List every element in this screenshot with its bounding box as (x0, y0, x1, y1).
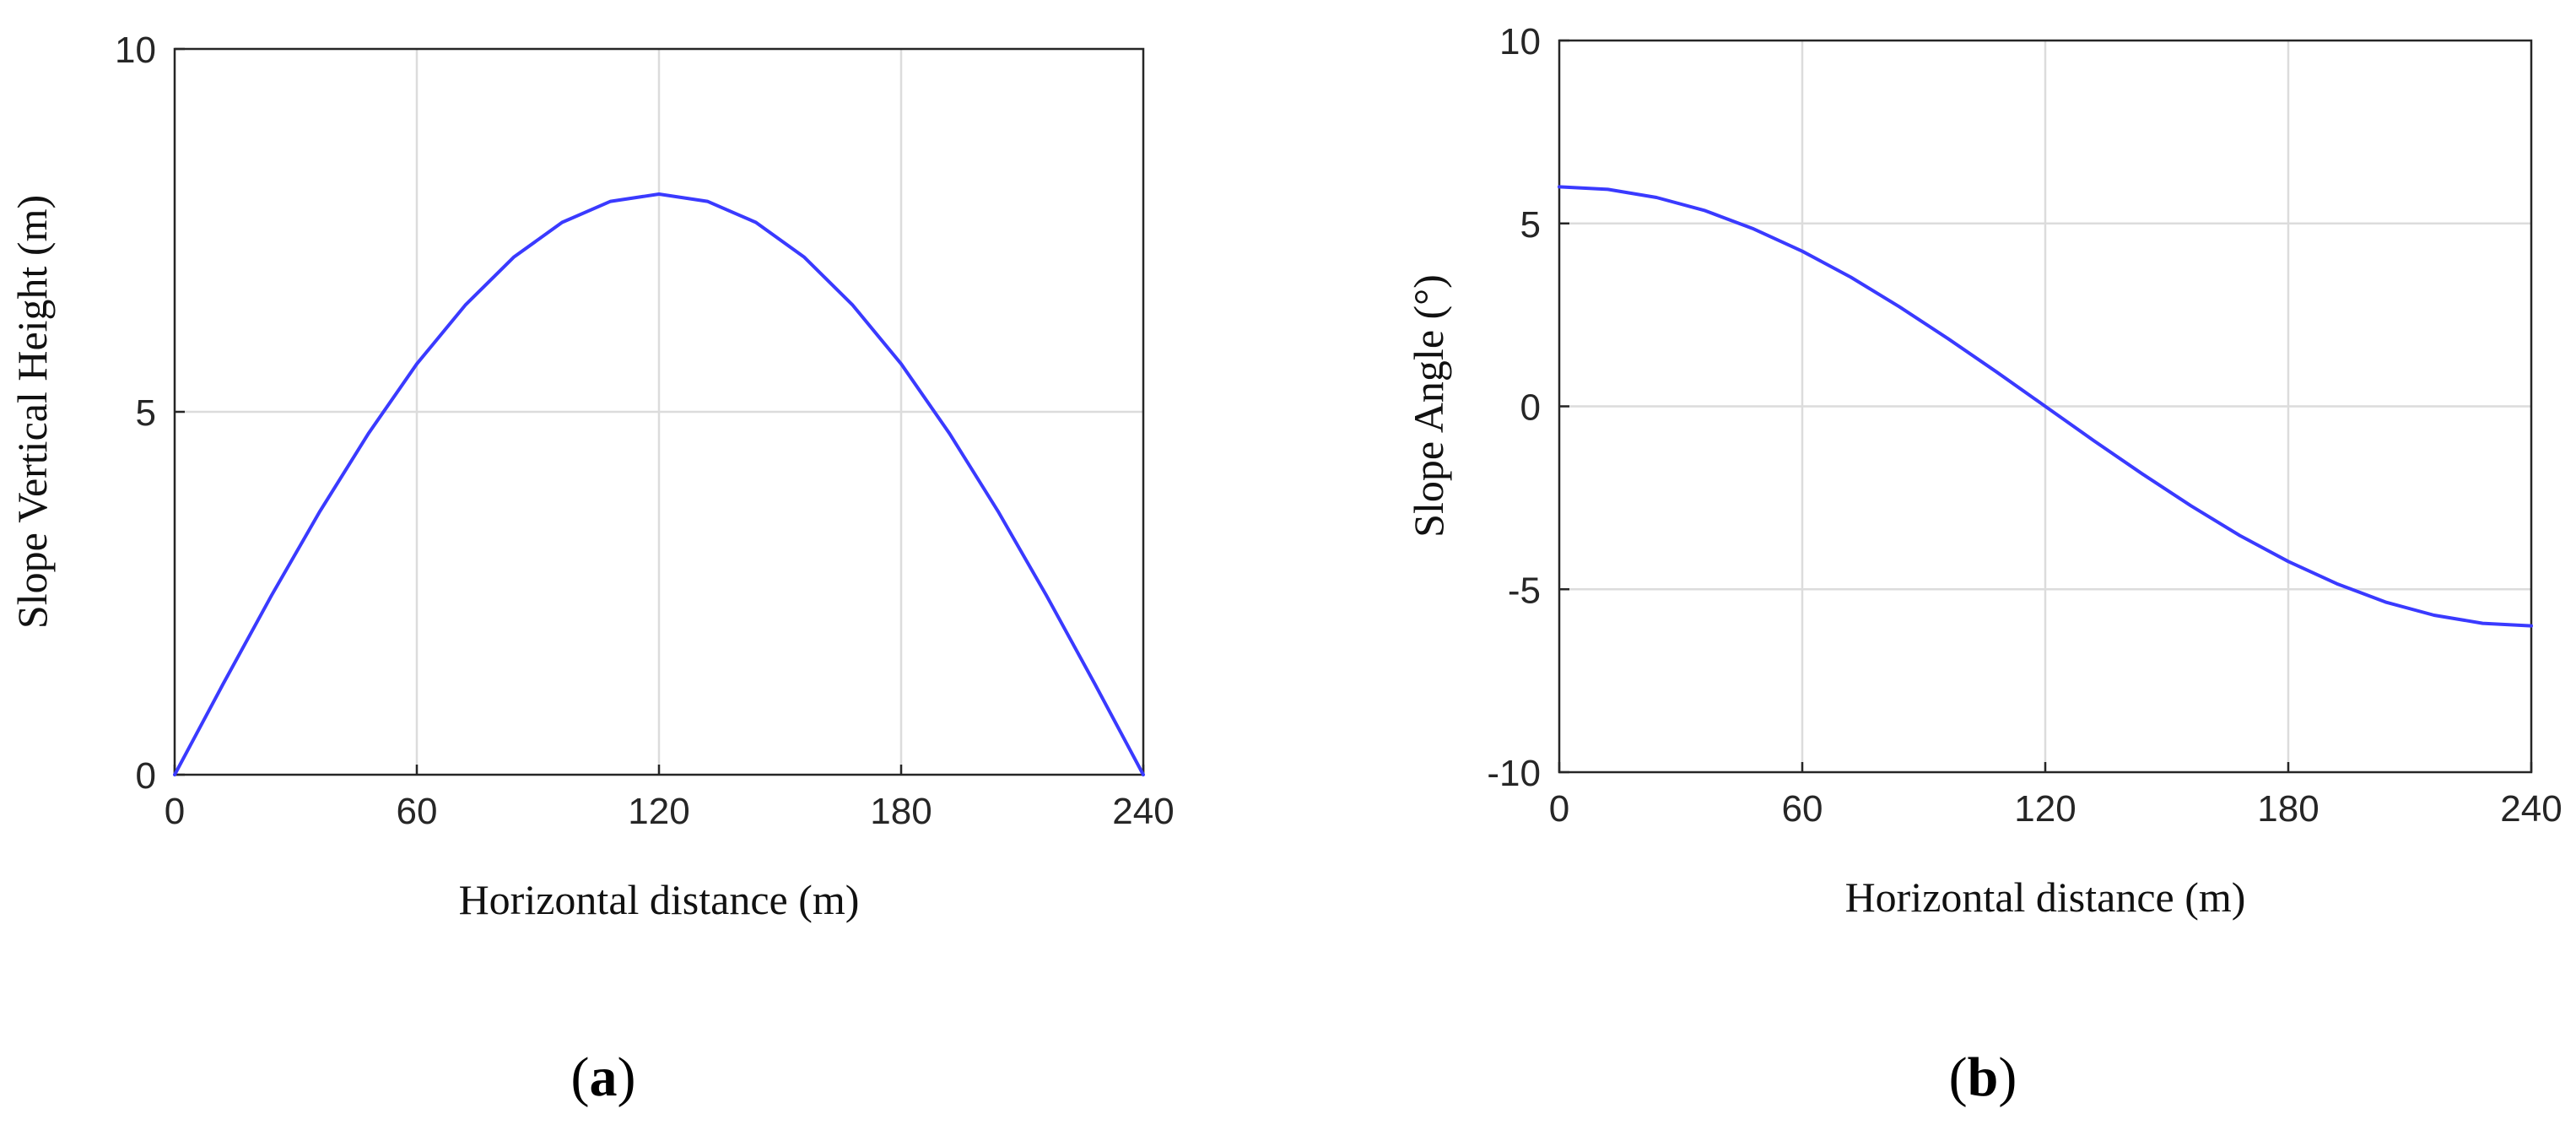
series-line (173, 192, 1145, 776)
x-tick-label: 180 (870, 791, 932, 832)
x-tick-label: 240 (2500, 788, 2562, 830)
chart-panel-b: 0 60 120 180 240 -10 -5 0 5 10 Horizontal distance… (1405, 21, 2562, 921)
y-tick-label: 0 (136, 755, 156, 797)
panel-label-a: (a) (571, 1046, 636, 1108)
panel-label-b: (b) (1949, 1046, 2017, 1108)
x-axis-title: Horizontal distance (m) (1845, 873, 2246, 921)
x-tick-label: 240 (1112, 791, 1174, 832)
y-tick-label: 10 (1499, 21, 1541, 62)
y-tick-label: 5 (136, 392, 156, 434)
y-tick-label: 5 (1520, 204, 1541, 246)
x-tick-label: 0 (1549, 788, 1569, 830)
x-tick-label: 120 (2014, 788, 2076, 830)
y-axis-title: Slope Vertical Height (m) (8, 195, 56, 629)
x-tick-label: 180 (2257, 788, 2319, 830)
chart-panel-a: 0 60 120 180 240 0 5 10 Horizontal distance (m) S… (8, 30, 1175, 923)
x-tick-label: 60 (397, 791, 438, 832)
y-tick-label: 10 (115, 30, 156, 71)
x-tick-label: 0 (165, 791, 185, 832)
y-tick-label: -5 (1508, 570, 1541, 611)
series-line (1558, 185, 2533, 628)
x-axis-title: Horizontal distance (m) (459, 876, 860, 923)
y-axis-title: Slope Angle (°) (1405, 274, 1452, 538)
x-tick-label: 60 (1782, 788, 1823, 830)
y-tick-label: 0 (1520, 387, 1541, 429)
x-tick-label: 120 (628, 791, 689, 832)
y-tick-label: -10 (1487, 753, 1541, 794)
